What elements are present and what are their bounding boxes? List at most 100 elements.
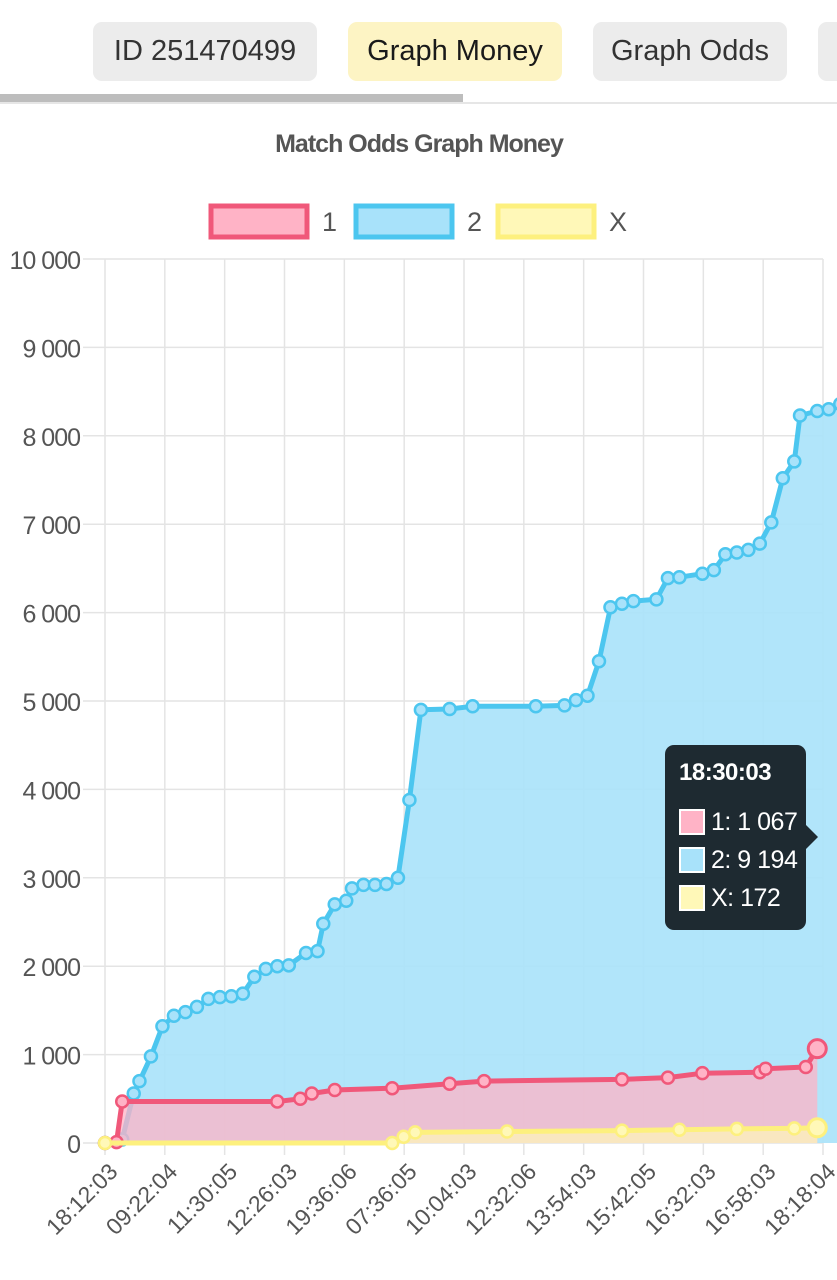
tooltip-value-2: 2: 9 194: [711, 845, 798, 874]
tooltip-swatch-2: [679, 847, 705, 873]
series-1-point: [384, 1080, 400, 1096]
chart-title: Match Odds Graph Money: [275, 130, 564, 158]
series-1-active-point: [806, 1038, 828, 1060]
series-2-point: [810, 403, 825, 419]
y-tick-label: 4 000: [22, 777, 80, 805]
tooltip-title: 18:30:03: [679, 759, 772, 786]
series-x-point: [614, 1123, 630, 1138]
tab-divider: [0, 102, 837, 104]
tab-scrollbar[interactable]: [0, 94, 463, 102]
series-2-point: [327, 897, 343, 912]
series-2-point: [741, 542, 756, 558]
series-2-point: [557, 698, 572, 713]
series-x-point: [499, 1124, 515, 1139]
series-2-point: [132, 1073, 147, 1089]
legend-label-x: X: [609, 207, 627, 237]
series-x-point: [672, 1122, 687, 1137]
tooltip-row-x: X: 172: [679, 879, 806, 917]
series-2-point: [792, 408, 808, 423]
series-2-point: [591, 653, 607, 669]
series-1-point: [442, 1076, 457, 1092]
tooltip-swatch-x: [679, 885, 705, 911]
series-x-point: [407, 1125, 423, 1140]
y-tick-label: 9 000: [22, 335, 80, 363]
series-1-point: [798, 1059, 814, 1075]
tab-graph-odds[interactable]: Graph Odds: [593, 22, 787, 81]
series-1-point: [293, 1091, 308, 1107]
series-2-point: [649, 592, 664, 607]
series-x-point: [97, 1135, 113, 1151]
series-x-point: [729, 1121, 745, 1137]
series-1-point: [304, 1086, 320, 1101]
tooltip-row-2: 2: 9 194: [679, 841, 806, 879]
series-2-point: [626, 593, 641, 609]
y-tick-label: 6 000: [22, 601, 80, 629]
series-2-point: [775, 470, 791, 486]
series-2-point: [706, 562, 722, 578]
series-2-point: [367, 877, 383, 893]
series-2-point: [224, 989, 239, 1004]
series-x-active-point: [806, 1117, 828, 1139]
series-2-point: [316, 916, 331, 932]
series-2-point: [568, 692, 584, 708]
series-2-point: [528, 699, 544, 714]
series-2-point: [660, 570, 676, 586]
y-tick-label: 7 000: [22, 512, 80, 540]
legend-swatch-1: [208, 203, 310, 240]
legend-label-2: 2: [467, 207, 482, 237]
tooltip-swatch-1: [679, 809, 705, 835]
series-2-point: [390, 870, 406, 886]
series-1-point: [695, 1065, 710, 1081]
series-1-point: [660, 1070, 676, 1085]
series-2-point: [356, 877, 371, 893]
series-2-point: [338, 893, 354, 909]
series-x-point: [396, 1129, 411, 1145]
series-2-point: [178, 1004, 193, 1020]
tab-graph-money[interactable]: Graph Money: [348, 22, 562, 81]
series-2-point: [379, 876, 394, 892]
y-tick-label: 8 000: [22, 424, 80, 452]
legend-label-1: 1: [322, 207, 337, 237]
series-1-point: [270, 1094, 285, 1109]
series-1-area: [105, 1048, 818, 1143]
y-tick-label: 10 000: [10, 247, 81, 275]
series-2-point: [189, 999, 205, 1015]
series-2-point: [402, 792, 417, 808]
series-2-point: [143, 1049, 159, 1064]
series-x-point: [787, 1121, 802, 1136]
series-2-area: [105, 405, 837, 1143]
series-2-point: [212, 989, 228, 1005]
series-2-point: [258, 961, 274, 977]
series-2-point: [580, 688, 595, 703]
series-2-point: [672, 569, 687, 585]
series-2-point: [729, 545, 745, 560]
series-2-point: [155, 1019, 170, 1034]
y-tick-label: 0: [67, 1131, 80, 1159]
series-1-point: [114, 1094, 130, 1109]
tooltip-row-1: 1: 1 067: [679, 803, 806, 841]
y-tick-label: 2 000: [22, 954, 80, 982]
series-2-point: [832, 397, 837, 411]
series-1-point: [614, 1072, 630, 1087]
series-2-point: [281, 958, 297, 973]
series-2-point: [126, 1086, 141, 1101]
series-1-point: [327, 1082, 343, 1098]
tab-id[interactable]: ID 251470499: [93, 22, 317, 81]
series-2-point: [752, 536, 768, 551]
series-2-point: [235, 986, 251, 1001]
tab-more[interactable]: [818, 22, 837, 81]
series-2-point: [821, 402, 836, 417]
series-2-point: [344, 881, 360, 896]
series-2-point: [166, 1008, 182, 1023]
series-2-point: [695, 566, 710, 581]
series-2-point: [787, 454, 802, 469]
series-1-point: [476, 1073, 492, 1089]
series-2-point: [603, 600, 618, 615]
tab-bar: ID 251470499 Graph Money Graph Odds: [0, 0, 837, 104]
series-2-point: [270, 958, 285, 974]
chart-tooltip: 18:30:03 1: 1 067 2: 9 194 X: 172: [665, 745, 818, 930]
series-1-point: [758, 1061, 773, 1076]
series-x-point: [384, 1135, 400, 1151]
series-2-point: [718, 547, 733, 562]
y-tick-label: 3 000: [22, 866, 80, 894]
